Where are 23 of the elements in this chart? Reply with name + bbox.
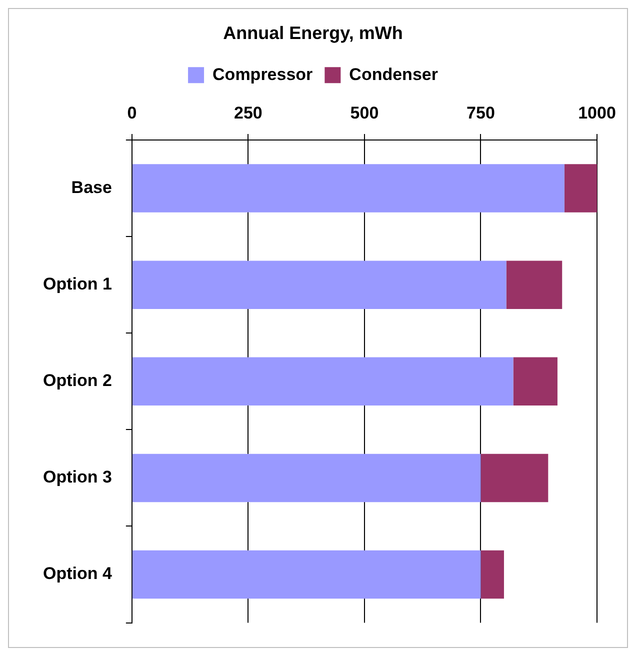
x-tick-label: 250 — [234, 103, 262, 122]
bar — [132, 550, 481, 599]
bar — [480, 550, 504, 599]
y-tick-label: Option 1 — [42, 274, 112, 294]
y-tick-label: Option 3 — [42, 468, 112, 487]
bar — [480, 454, 548, 502]
y-tick-label: Option 4 — [42, 564, 112, 584]
bar — [506, 260, 562, 309]
x-tick-label: 500 — [350, 103, 379, 122]
bar — [564, 164, 597, 212]
bar — [132, 357, 514, 406]
y-tick-label: Base — [71, 178, 112, 197]
chart-title: Annual Energy, mWh — [223, 22, 403, 43]
y-tick-label: Option 2 — [42, 371, 112, 390]
x-tick-label: 0 — [127, 103, 137, 122]
bar — [513, 357, 558, 406]
x-tick-label: 750 — [466, 103, 495, 122]
bar — [132, 260, 506, 309]
legend-label: Compressor — [212, 64, 314, 84]
bar — [132, 454, 481, 502]
legend-label: Condenser — [349, 64, 438, 84]
x-tick-label: 1000 — [578, 103, 616, 122]
bar — [132, 164, 564, 212]
